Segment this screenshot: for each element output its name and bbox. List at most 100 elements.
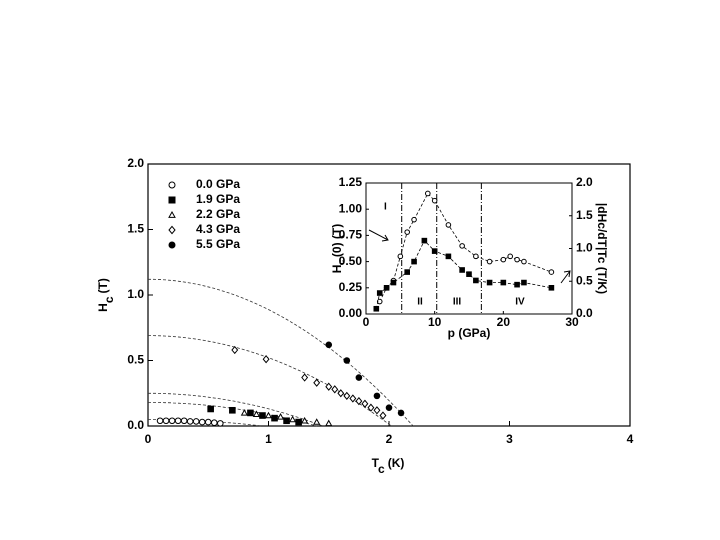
point [217, 420, 224, 427]
point [507, 253, 514, 260]
point [459, 243, 465, 249]
y-tick-label: 0.75 [339, 228, 363, 242]
point [343, 357, 351, 364]
point [180, 417, 188, 425]
point [514, 256, 520, 263]
point [373, 305, 380, 312]
point [325, 382, 333, 391]
point [331, 385, 339, 394]
label-main: H [330, 265, 344, 274]
point [486, 279, 493, 286]
x-tick-label: 3 [506, 432, 513, 446]
label-unit: (0) (T) [330, 224, 344, 257]
y-tick-label: 1.5 [127, 222, 144, 236]
inset-frame [365, 182, 573, 315]
point [431, 197, 438, 204]
point [445, 222, 452, 228]
point [162, 417, 170, 425]
point [174, 417, 182, 425]
point [445, 253, 452, 260]
legend-label: 5.5 GPa [196, 237, 240, 251]
point [390, 279, 397, 286]
point [343, 391, 351, 401]
point [361, 399, 369, 408]
point [156, 417, 164, 425]
y2-tick-label: 1.0 [576, 241, 593, 255]
axis-label: Hc (T) [96, 278, 116, 312]
x-tick-label: 20 [497, 315, 511, 329]
y-tick-label: 0.5 [127, 353, 144, 367]
point [295, 418, 302, 426]
point [404, 229, 411, 235]
point [210, 419, 218, 427]
point [276, 413, 285, 420]
axis-label: Tc (K) [372, 456, 405, 476]
point [421, 237, 428, 244]
point [337, 389, 345, 398]
point [229, 406, 236, 414]
point [548, 285, 555, 291]
label-unit: (T) [96, 278, 110, 293]
y-tick-label: 0.50 [339, 254, 363, 268]
point [431, 248, 438, 254]
label-sub: c [378, 462, 385, 476]
region-label: III [453, 297, 462, 308]
point [383, 285, 390, 291]
point [198, 418, 206, 426]
x-tick-label: 1 [265, 432, 272, 446]
x-tick-label: 0 [363, 315, 370, 329]
point [252, 410, 261, 417]
point [548, 269, 555, 275]
point [355, 374, 363, 381]
point [283, 417, 290, 425]
legend-marker [168, 225, 176, 235]
y-tick-label: 0.00 [339, 306, 363, 320]
y2-tick-label: 2.0 [576, 175, 593, 189]
point [271, 414, 278, 422]
point [404, 269, 410, 275]
point [373, 406, 381, 415]
point [231, 345, 239, 355]
point [486, 258, 493, 265]
point [259, 412, 266, 419]
point [313, 418, 321, 425]
label-sub: c [337, 260, 346, 265]
arrow [368, 229, 389, 242]
point [186, 418, 194, 425]
y2-tick-label: 1.5 [576, 208, 593, 222]
x-tick-label: 2 [386, 432, 393, 446]
point [325, 419, 333, 427]
label-main: T [372, 456, 380, 470]
point [313, 378, 321, 387]
label-unit: (K) [388, 456, 405, 470]
y-tick-label: 0.0 [127, 418, 144, 432]
label-sub: c [102, 296, 116, 303]
point [514, 281, 520, 288]
y2-axis-label: |dHc/dT|Tc (T/K) [595, 203, 609, 294]
legend-marker [168, 181, 176, 189]
region-label: II [417, 297, 423, 308]
point [207, 405, 214, 413]
point [500, 256, 507, 263]
point [411, 216, 417, 223]
y2-tick-label: 0.5 [576, 273, 593, 287]
y-tick-label: 1.00 [339, 201, 363, 215]
point [192, 418, 200, 425]
y-tick-label: 1.25 [339, 175, 363, 189]
legend-marker [168, 210, 176, 218]
point [325, 341, 333, 349]
legend-label: 0.0 GPa [196, 177, 240, 191]
point [411, 258, 417, 265]
legend-label: 2.2 GPa [196, 207, 240, 221]
point [262, 355, 270, 364]
point [425, 190, 431, 197]
y-tick-label: 0.25 [339, 280, 363, 294]
point [376, 290, 383, 296]
point [301, 416, 309, 424]
point [264, 411, 273, 419]
point [521, 258, 527, 265]
legend-label: 4.3 GPa [196, 222, 240, 236]
point [459, 267, 465, 273]
point [373, 392, 381, 400]
